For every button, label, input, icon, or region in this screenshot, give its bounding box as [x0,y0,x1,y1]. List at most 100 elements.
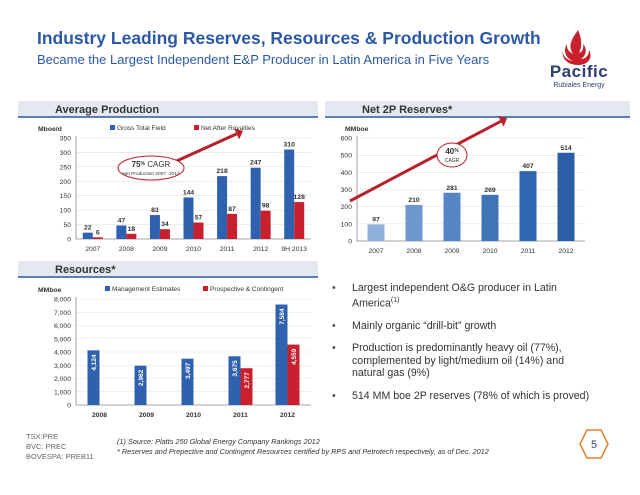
x-tick-label: 2012 [280,412,295,419]
ticker-tsx: TSX:PRE [26,432,59,441]
bar-gross [134,365,147,405]
growth-arrow-head [498,115,507,127]
bar-net [287,344,300,405]
data-label: 87 [228,206,236,213]
ticker-bovespa: BOVESPA: PREB11 [26,452,94,461]
y-tick-label: 250 [60,164,72,171]
bar-gross [217,176,228,239]
x-tick-label: 2008 [119,246,134,253]
flame-icon [562,30,591,65]
y-tick-label: 2,000 [54,376,71,383]
legend-label: Management Estimates [112,286,181,293]
data-label: 47 [118,217,126,224]
y-tick-label: 100 [60,208,72,215]
bullet-text: 514 MM boe 2P reserves (78% of which is … [352,389,590,402]
x-tick-label: 2010 [482,248,497,255]
chart-title: Net 2P Reserves* [362,104,453,116]
highlights-list: Largest independent O&G producer in Lati… [330,282,590,412]
bar-gross [250,167,261,239]
growth-arrow [349,119,502,203]
page-number: 5 [591,439,597,451]
bar-gross [181,358,194,405]
bar-gross [87,350,100,405]
legend-label: Gross Total Field [117,125,166,132]
bar-net [227,213,238,239]
y-tick-label: 500 [341,153,353,160]
ticker-bvc: BVC: PREC [26,442,67,451]
bar-gross [116,225,127,239]
x-tick-label: 2007 [85,246,100,253]
page-subtitle: Became the Largest Independent E&P Produ… [37,52,490,67]
footnote-ref: (1) [390,296,400,304]
data-label: 4,124 [91,354,98,371]
data-label: 57 [195,215,203,222]
chart-title-band [18,101,318,117]
growth-arrow-head [234,128,243,140]
bar [405,204,423,241]
logo-name: Pacific [549,62,609,81]
list-item: Largest independent O&G producer in Lati… [330,282,590,310]
x-tick-label: 2011 [233,412,248,419]
data-label: 3,675 [232,360,239,377]
data-label: 3,497 [185,362,192,379]
bar-net [92,237,103,239]
bar-gross [284,149,295,239]
data-label: 6 [96,229,100,236]
logo-tagline: Rubiales Energy [553,82,605,89]
y-tick-label: 300 [60,150,72,157]
bar-gross [228,356,241,405]
y-tick-label: 200 [60,179,72,186]
average-production-chart: Average Production Mboe/d Gross Total Fiel… [18,101,318,253]
resources-chart: Resources* MMboe Management Estimates Prosp… [18,261,318,419]
bar [367,224,385,241]
data-label: 2,777 [244,372,251,389]
data-label: 144 [183,189,195,196]
x-tick-label: 2011 [220,246,235,253]
data-label: 22 [84,225,92,232]
data-label: 128 [294,194,306,201]
ticker-list: TSX:PRE BVC: PREC BOVESPA: PREB11 [26,432,94,462]
y-tick-label: 150 [60,193,72,200]
cagr-callout [436,142,468,168]
y-tick-label: 8,000 [54,297,71,304]
data-label: 98 [262,203,270,210]
chart-title: Resources* [55,264,116,276]
x-tick-label: 2009 [152,246,167,253]
y-axis-label: MMboe [345,126,369,133]
bullet-text: Production is predominantly heavy oil (7… [352,342,564,380]
data-label: 310 [284,142,296,149]
y-tick-label: 7,000 [54,310,71,317]
data-label: 7,584 [279,308,286,325]
y-tick-label: 50 [63,222,71,229]
x-tick-label: 2009 [139,412,154,419]
legend-label: Prospective & Contingent [210,286,284,293]
bar-gross [183,197,194,239]
x-tick-label: 2008 [406,248,421,255]
list-item: Production is predominantly heavy oil (7… [330,342,590,380]
x-tick-label: 2009 [444,248,459,255]
data-label: 247 [250,160,262,167]
page-number-badge: 5 [579,429,609,459]
x-tick-label: 2010 [186,246,201,253]
y-tick-label: 400 [341,170,353,177]
bar [481,194,499,241]
net-2p-reserves-chart: Net 2P Reserves* MMboe 0 100 200 300 400 500 600… [325,101,630,255]
legend-swatch [110,125,115,130]
bar-gross [82,232,93,239]
cagr-value: 40% [445,147,459,156]
footnote-source: (1) Source: Platts 250 Global Energy Com… [117,437,320,446]
bar [557,152,575,241]
data-label: 18 [128,226,136,233]
bar-net [193,222,204,239]
footnote-certification: * Reserves and Prepective and Contingent… [117,447,489,456]
bar-net [240,368,253,405]
x-tick-label: 2008 [92,412,107,419]
data-label: 514 [560,145,572,152]
y-tick-label: 5,000 [54,336,71,343]
bar-gross [149,215,160,239]
chart-title-band [18,261,318,277]
cagr-note: Net Production 2007 -2012 [122,171,180,177]
page-title: Industry Leading Reserves, Resources & P… [37,28,541,48]
data-label: 34 [161,221,169,228]
x-tick-label: 2010 [186,412,201,419]
